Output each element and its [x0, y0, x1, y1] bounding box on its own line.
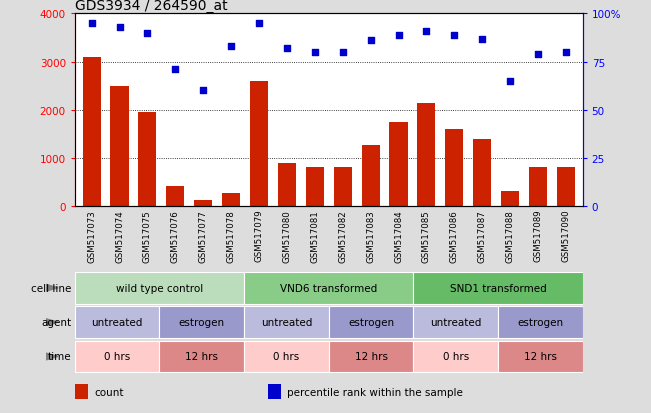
Bar [268, 384, 281, 399]
Text: 12 hrs: 12 hrs [355, 351, 387, 362]
Text: estrogen: estrogen [348, 317, 394, 328]
Bar [111, 86, 128, 206]
Text: time: time [48, 351, 72, 362]
Polygon shape [46, 285, 58, 292]
Bar [159, 341, 244, 373]
Polygon shape [46, 319, 58, 326]
Bar [329, 306, 413, 338]
Text: count: count [94, 387, 124, 396]
Bar [501, 191, 519, 206]
Point [198, 88, 208, 95]
Point [226, 44, 236, 50]
Point [87, 21, 97, 27]
Bar [417, 104, 436, 206]
Bar [166, 186, 184, 206]
Bar [557, 168, 575, 206]
Text: untreated: untreated [430, 317, 481, 328]
Text: 0 hrs: 0 hrs [443, 351, 469, 362]
Bar [498, 306, 583, 338]
Bar [244, 341, 329, 373]
Bar [222, 194, 240, 206]
Text: wild type control: wild type control [116, 283, 203, 293]
Bar [329, 341, 413, 373]
Bar [278, 163, 296, 206]
Point [142, 31, 152, 37]
Point [505, 78, 516, 85]
Text: 0 hrs: 0 hrs [104, 351, 130, 362]
Text: 12 hrs: 12 hrs [186, 351, 218, 362]
Point [449, 32, 460, 39]
Text: 0 hrs: 0 hrs [273, 351, 299, 362]
Bar [75, 341, 159, 373]
Bar [194, 201, 212, 206]
Text: SND1 transformed: SND1 transformed [450, 283, 546, 293]
Point [170, 67, 180, 74]
Bar [413, 272, 583, 304]
Text: GDS3934 / 264590_at: GDS3934 / 264590_at [75, 0, 227, 14]
Point [254, 21, 264, 27]
Bar [244, 306, 329, 338]
Point [421, 28, 432, 35]
Text: 12 hrs: 12 hrs [524, 351, 557, 362]
Point [282, 46, 292, 52]
Bar [75, 384, 87, 399]
Text: agent: agent [42, 317, 72, 328]
Bar [306, 168, 324, 206]
Text: untreated: untreated [92, 317, 143, 328]
Bar [333, 168, 352, 206]
Bar [413, 306, 498, 338]
Point [533, 52, 543, 58]
Bar [445, 130, 464, 206]
Bar [389, 123, 408, 206]
Point [310, 50, 320, 56]
Bar [159, 306, 244, 338]
Text: cell line: cell line [31, 283, 72, 293]
Text: VND6 transformed: VND6 transformed [280, 283, 378, 293]
Bar [413, 341, 498, 373]
Polygon shape [46, 353, 58, 360]
Point [393, 32, 404, 39]
Bar [473, 140, 492, 206]
Bar [139, 113, 156, 206]
Bar [75, 272, 244, 304]
Bar [83, 58, 101, 206]
Point [477, 36, 488, 43]
Text: percentile rank within the sample: percentile rank within the sample [287, 387, 463, 396]
Bar [361, 145, 380, 206]
Bar [498, 341, 583, 373]
Text: estrogen: estrogen [179, 317, 225, 328]
Text: untreated: untreated [261, 317, 312, 328]
Bar [244, 272, 413, 304]
Point [365, 38, 376, 45]
Bar [75, 306, 159, 338]
Bar [250, 82, 268, 206]
Text: estrogen: estrogen [518, 317, 563, 328]
Point [337, 50, 348, 56]
Point [561, 50, 571, 56]
Bar [529, 168, 547, 206]
Point [115, 25, 125, 31]
